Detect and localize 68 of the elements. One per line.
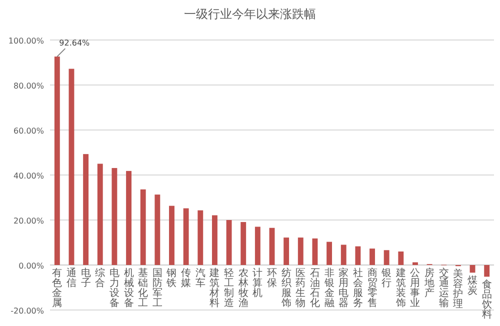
bar	[254, 226, 260, 265]
bar	[384, 250, 390, 265]
y-tick-label: 20.00%	[13, 216, 44, 226]
y-tick-label: 0.00%	[18, 262, 44, 270]
bar	[97, 164, 103, 265]
y-tick-label: 80.00%	[13, 82, 44, 90]
x-tick-label: 国防军工	[152, 268, 162, 309]
x-tick-label: 电力设备	[109, 267, 120, 309]
x-tick-label: 商贸零售	[367, 267, 378, 309]
x-tick-label: 轻工制造	[224, 267, 234, 309]
x-tick-label: 通信	[66, 267, 76, 289]
bar	[355, 246, 361, 265]
x-tick-label: 纺织服饰	[280, 267, 292, 309]
x-tick-label: 钢铁	[166, 268, 177, 289]
x-tick-label: 房地产	[424, 267, 435, 299]
bar	[83, 154, 89, 265]
x-tick-label: 非银金融	[323, 267, 334, 309]
bar	[470, 265, 476, 273]
y-tick-label: 60.00%	[13, 126, 44, 136]
x-tick-label: 煤炭	[468, 274, 478, 297]
x-tick-label: 石油石化	[310, 268, 320, 309]
bar	[169, 206, 174, 265]
x-tick-label: 农林牧渔	[237, 268, 248, 309]
x-tick-label: 综合	[95, 267, 106, 289]
x-tick-label: 建筑装饰	[394, 267, 406, 309]
x-tick-label: 社会服务	[352, 267, 363, 309]
x-tick-label: 建筑材料	[208, 267, 220, 309]
x-tick-label: 基础化工	[137, 267, 148, 309]
y-tick-label: 100.00%	[8, 36, 44, 46]
x-tick-label: 医药生物	[296, 268, 306, 309]
x-tick-label: 银行	[380, 268, 392, 289]
x-tick-label: 机械设备	[124, 267, 134, 309]
bar	[269, 228, 275, 265]
x-tick-label: 环保	[267, 268, 277, 289]
x-tick-label: 公用事业	[410, 267, 420, 309]
x-tick-label: 计算机	[252, 267, 263, 299]
y-tick-label: 40.00%	[13, 172, 44, 180]
x-tick-label: 汽车	[195, 267, 206, 289]
bar	[326, 242, 332, 265]
bar	[126, 170, 132, 265]
bar	[370, 248, 375, 265]
x-tick-label: 电子	[80, 267, 91, 289]
bar	[54, 56, 60, 265]
bar	[398, 252, 404, 265]
bar	[183, 208, 189, 265]
x-tick-label: 有色金属	[52, 267, 62, 309]
bar	[68, 68, 74, 265]
x-tick-label: 传媒	[181, 268, 192, 289]
bar	[284, 238, 290, 265]
x-tick-label: 食品饮料	[480, 278, 492, 321]
annotation: 92.64%	[59, 38, 90, 48]
x-tick-label: 交通运输	[438, 267, 449, 309]
y-tick-label: -20.00%	[10, 306, 44, 316]
x-tick-label: 家用电器	[338, 267, 349, 309]
bar	[198, 210, 204, 265]
bar	[154, 194, 160, 265]
bar	[412, 262, 418, 265]
chart-title: 一级行业今年以来涨跌幅	[184, 7, 316, 21]
bar	[112, 168, 118, 265]
bar	[140, 189, 146, 265]
bar	[484, 265, 490, 277]
bar	[340, 244, 346, 265]
bar	[312, 238, 318, 265]
bar	[226, 220, 232, 265]
x-tick-label: 美容护理	[452, 268, 464, 310]
bar	[212, 215, 218, 265]
bar	[240, 222, 246, 265]
bar	[298, 238, 304, 265]
